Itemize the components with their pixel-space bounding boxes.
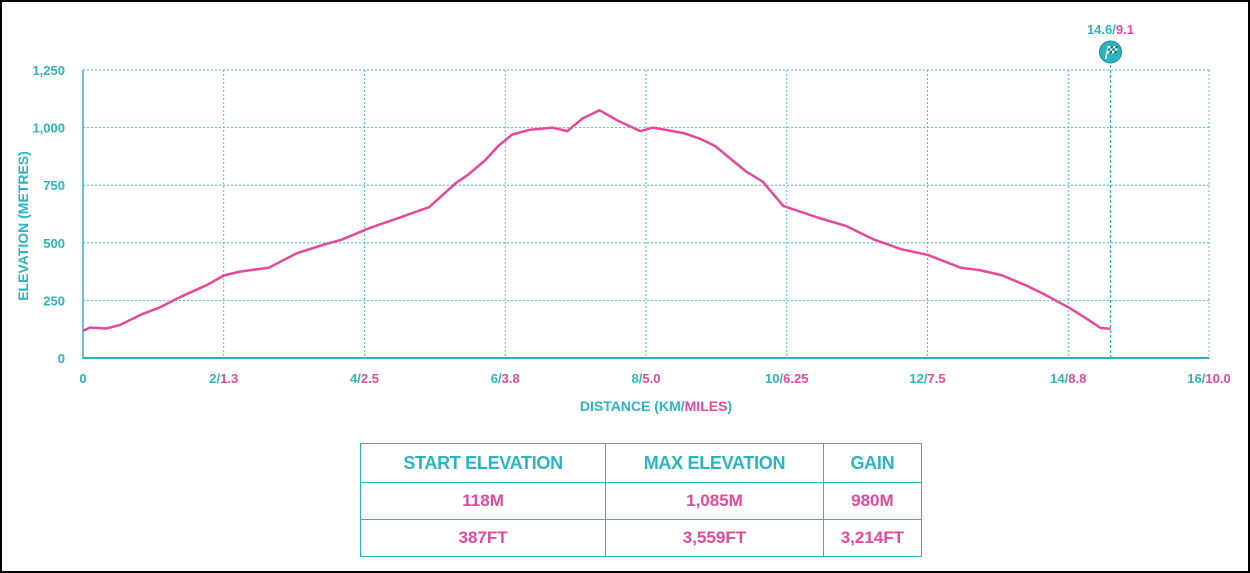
x-tick-km: 10 (765, 371, 779, 386)
x-tick-label: 0 (79, 371, 86, 386)
x-tick-label: 16/10.0 (1187, 371, 1230, 386)
start-elevation-metres: 118M (359, 482, 607, 520)
x-tick-sep: / (639, 371, 643, 386)
finish-km: 14.6 (1087, 22, 1112, 37)
x-axis-label-prefix: DISTANCE ( (580, 398, 659, 414)
x-tick-label: 8/5.0 (632, 371, 661, 386)
x-tick-label: 12/7.5 (909, 371, 945, 386)
chart-series (82, 109, 1111, 332)
x-tick-label: 10/6.25 (765, 371, 808, 386)
x-tick-km: 8 (632, 371, 639, 386)
x-tick-km: 0 (79, 371, 86, 386)
x-tick-miles: 5.0 (642, 371, 660, 386)
y-tick-label: 0 (58, 351, 65, 366)
x-tick-label: 4/2.5 (350, 371, 379, 386)
y-tick-label: 1,250 (32, 63, 65, 78)
y-tick-label: 750 (43, 178, 65, 193)
flag-square (1111, 50, 1115, 54)
flag-square (1106, 50, 1110, 54)
gain-metres: 980M (822, 482, 923, 520)
flag-square (1109, 48, 1113, 51)
x-tick-km: 16 (1187, 371, 1201, 386)
flag-square (1112, 46, 1116, 49)
checkered-flag-icon (1098, 40, 1122, 64)
x-tick-miles: 8.8 (1068, 371, 1086, 386)
start-elevation-feet: 387FT (359, 519, 607, 557)
finish-marker: 14.6/9.1 (1087, 22, 1134, 358)
x-tick-label: 14/8.8 (1050, 371, 1086, 386)
flag-square (1112, 48, 1116, 51)
x-tick-sep: / (498, 371, 502, 386)
start-elevation-header: START ELEVATION (359, 443, 607, 483)
finish-miles: 9.1 (1116, 22, 1134, 37)
max-elevation-header: MAX ELEVATION (605, 443, 824, 483)
x-tick-label: 2/1.3 (209, 371, 238, 386)
elevation-line (82, 109, 1111, 332)
x-tick-miles: 7.5 (928, 371, 946, 386)
flag-square (1114, 50, 1118, 54)
max-elevation-metres: 1,085M (605, 482, 824, 520)
y-tick-label: 1,000 (32, 121, 65, 136)
flag-pole (1104, 45, 1110, 60)
x-axis-label: DISTANCE (KM/MILES) (580, 398, 732, 414)
x-tick-label: 6/3.8 (491, 371, 520, 386)
x-axis-label-close: ) (727, 398, 732, 414)
x-axis-label-km: KM (659, 398, 681, 414)
y-axis-label: ELEVATION (METRES) (15, 151, 31, 301)
stats-feet-row: 387FT 3,559FT 3,214FT (359, 519, 923, 557)
stats-header-row: START ELEVATION MAX ELEVATION GAIN (359, 443, 923, 483)
x-tick-sep: / (1065, 371, 1069, 386)
x-axis-label-miles: MILES (685, 398, 728, 414)
finish-sep: / (1112, 22, 1116, 37)
gain-feet: 3,214FT (822, 519, 923, 557)
x-tick-miles: 6.25 (783, 371, 808, 386)
x-tick-miles: 2.5 (361, 371, 379, 386)
x-tick-km: 6 (491, 371, 498, 386)
x-tick-sep: / (357, 371, 361, 386)
gain-header: GAIN (822, 443, 923, 483)
x-tick-sep: / (1202, 371, 1206, 386)
x-tick-miles: 10.0 (1205, 371, 1230, 386)
chart-axes (82, 70, 1209, 359)
x-tick-sep: / (780, 371, 784, 386)
y-tick-label: 250 (43, 293, 65, 308)
flag-square (1109, 50, 1113, 54)
x-axis-label-sep: / (681, 398, 685, 414)
x-tick-sep: / (924, 371, 928, 386)
flag-square (1110, 46, 1114, 49)
flag-square (1114, 48, 1118, 51)
x-tick-km: 14 (1050, 371, 1065, 386)
x-tick-km: 4 (350, 371, 358, 386)
flag-square (1107, 46, 1111, 49)
y-tick-label: 500 (43, 236, 65, 251)
x-tick-miles: 1.3 (220, 371, 238, 386)
x-tick-km: 2 (209, 371, 216, 386)
x-tick-sep: / (217, 371, 221, 386)
flag-cloth (1106, 46, 1119, 54)
chart-grid (83, 69, 1210, 358)
flag-square (1107, 48, 1111, 51)
x-tick-km: 12 (909, 371, 923, 386)
finish-distance-label: 14.6/9.1 (1087, 22, 1134, 37)
max-elevation-feet: 3,559FT (605, 519, 824, 557)
x-tick-miles: 3.8 (502, 371, 520, 386)
elevation-stats-table: START ELEVATION MAX ELEVATION GAIN 118M … (359, 443, 923, 557)
flag-square (1115, 46, 1119, 49)
stats-metres-row: 118M 1,085M 980M (359, 482, 923, 520)
